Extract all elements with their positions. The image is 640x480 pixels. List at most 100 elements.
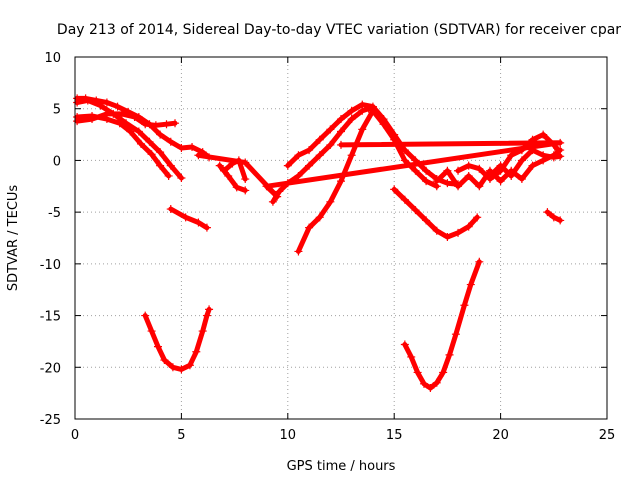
data-point xyxy=(166,205,175,214)
x-tick-label: 25 xyxy=(599,428,616,443)
data-point xyxy=(219,166,228,175)
data-point xyxy=(460,301,469,310)
x-tick-label: 5 xyxy=(177,428,185,443)
data-point xyxy=(83,96,92,105)
data-point xyxy=(166,137,175,146)
data-point xyxy=(400,156,409,165)
data-point xyxy=(400,340,409,349)
data-point xyxy=(283,161,292,170)
data-point xyxy=(422,177,431,186)
grid-lines xyxy=(75,57,607,419)
data-point xyxy=(156,148,165,157)
data-point xyxy=(141,311,150,320)
series-track-2 xyxy=(74,97,184,181)
data-point xyxy=(315,151,324,160)
data-point xyxy=(181,213,190,222)
data-point xyxy=(156,130,165,139)
data-point xyxy=(73,98,82,107)
data-point xyxy=(294,151,303,160)
data-point xyxy=(543,208,552,217)
data-point xyxy=(464,171,473,180)
data-point xyxy=(407,352,416,361)
data-point xyxy=(241,186,250,195)
data-point xyxy=(445,350,454,359)
plot-frame xyxy=(74,56,608,420)
y-tick-label: -10 xyxy=(40,258,61,273)
data-point xyxy=(411,166,420,175)
data-point xyxy=(147,150,156,159)
data-point xyxy=(347,115,356,124)
data-point xyxy=(517,175,526,184)
data-point xyxy=(379,120,388,129)
data-point xyxy=(194,218,203,227)
x-tick-label: 0 xyxy=(71,428,79,443)
data-point xyxy=(156,161,165,170)
chart-title: Day 213 of 2014, Sidereal Day-to-day VTE… xyxy=(57,22,621,38)
y-tick-label: -5 xyxy=(48,206,61,221)
data-point xyxy=(188,142,197,151)
data-point xyxy=(192,347,201,356)
data-series-layer xyxy=(73,94,565,392)
data-point xyxy=(347,106,356,115)
data-point xyxy=(411,206,420,215)
data-point xyxy=(464,222,473,231)
data-point xyxy=(194,151,203,160)
data-point xyxy=(517,156,526,165)
data-point xyxy=(224,171,233,180)
data-point xyxy=(232,183,241,192)
x-tick-label: 15 xyxy=(386,428,403,443)
y-tick-label: -20 xyxy=(40,361,61,376)
data-point xyxy=(294,247,303,256)
data-point xyxy=(147,327,156,336)
data-point xyxy=(134,127,143,136)
data-point xyxy=(466,280,475,289)
data-point xyxy=(177,144,186,153)
series-isolated-points xyxy=(195,140,563,200)
data-point xyxy=(358,125,367,134)
data-point xyxy=(496,161,505,170)
data-point xyxy=(549,213,558,222)
y-tick-labels: -25 -20 -15 -10 -5 0 5 10 xyxy=(40,51,61,428)
data-point xyxy=(507,151,516,160)
data-point xyxy=(337,140,345,149)
data-point xyxy=(241,175,250,184)
data-point xyxy=(507,171,516,180)
y-tick-label: -25 xyxy=(40,413,61,428)
data-point xyxy=(215,161,224,170)
data-point xyxy=(168,363,177,372)
y-axis-label: SDTVAR / TECUs xyxy=(6,185,21,292)
data-point xyxy=(160,356,169,365)
data-point xyxy=(432,226,441,235)
data-point xyxy=(130,112,139,121)
data-point xyxy=(439,368,448,377)
series-track-8 xyxy=(142,306,212,372)
data-point xyxy=(171,119,180,128)
data-point xyxy=(136,139,145,148)
data-point xyxy=(198,327,207,336)
data-point xyxy=(326,140,335,149)
data-point xyxy=(164,171,173,180)
data-point xyxy=(305,161,314,170)
data-point xyxy=(473,213,482,222)
data-point xyxy=(96,101,105,110)
x-tick-label: 20 xyxy=(492,428,509,443)
series-track-13 xyxy=(402,259,482,391)
data-point xyxy=(177,174,186,183)
data-point xyxy=(153,342,162,351)
data-point xyxy=(390,185,399,194)
data-point xyxy=(556,138,565,147)
data-point xyxy=(141,120,150,129)
data-point xyxy=(337,177,345,186)
data-point xyxy=(337,115,345,124)
data-point xyxy=(368,106,377,115)
axis-ticks xyxy=(74,56,608,420)
data-point xyxy=(443,179,452,188)
data-point xyxy=(454,228,463,237)
data-point xyxy=(454,166,463,175)
data-point xyxy=(422,166,431,175)
data-point xyxy=(432,378,441,387)
data-point xyxy=(556,152,565,161)
data-point xyxy=(326,125,335,134)
y-tick-label: 10 xyxy=(44,51,61,66)
